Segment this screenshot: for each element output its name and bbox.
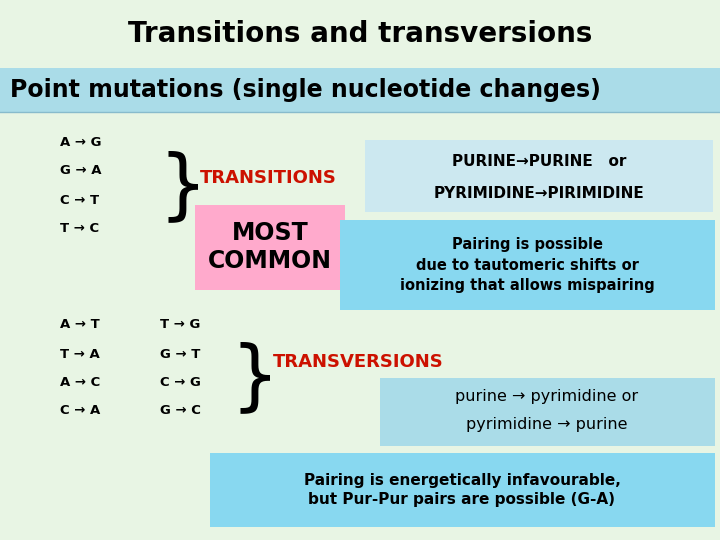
Bar — [0, 0, 720, 68]
Text: A → G: A → G — [60, 137, 102, 150]
Text: PURINE→PURINE   or: PURINE→PURINE or — [452, 154, 626, 170]
Text: T → A: T → A — [60, 348, 100, 361]
Text: }: } — [158, 150, 207, 224]
Text: Pairing is possible
due to tautomeric shifts or
ionizing that allows mispairing: Pairing is possible due to tautomeric sh… — [400, 237, 654, 293]
Text: }: } — [230, 341, 279, 415]
Text: T → C: T → C — [60, 221, 99, 234]
Text: MOST
COMMON: MOST COMMON — [208, 221, 332, 273]
Text: PYRIMIDINE→PIRIMIDINE: PYRIMIDINE→PIRIMIDINE — [433, 186, 644, 200]
Text: TRANSVERSIONS: TRANSVERSIONS — [273, 353, 444, 371]
Bar — [365, 140, 713, 212]
Text: Transitions and transversions: Transitions and transversions — [128, 20, 592, 48]
Text: C → T: C → T — [60, 193, 99, 206]
Bar — [340, 220, 715, 310]
Text: pyrimidine → purine: pyrimidine → purine — [467, 417, 628, 433]
Text: A → T: A → T — [60, 319, 100, 332]
Text: C → G: C → G — [160, 375, 201, 388]
Text: TRANSITIONS: TRANSITIONS — [200, 169, 337, 187]
Text: T → G: T → G — [160, 319, 200, 332]
Text: G → C: G → C — [160, 403, 201, 416]
Text: G → T: G → T — [160, 348, 200, 361]
Bar — [380, 378, 715, 446]
Bar — [0, 68, 720, 112]
Bar — [210, 453, 715, 527]
Text: A → C: A → C — [60, 375, 100, 388]
Text: purine → pyrimidine or: purine → pyrimidine or — [456, 389, 639, 404]
Text: Pairing is energetically infavourable,
but Pur-Pur pairs are possible (G-A): Pairing is energetically infavourable, b… — [304, 472, 621, 508]
Text: C → A: C → A — [60, 403, 100, 416]
Text: Point mutations (single nucleotide changes): Point mutations (single nucleotide chang… — [10, 78, 601, 102]
Bar — [195, 205, 345, 290]
Text: G → A: G → A — [60, 164, 102, 177]
